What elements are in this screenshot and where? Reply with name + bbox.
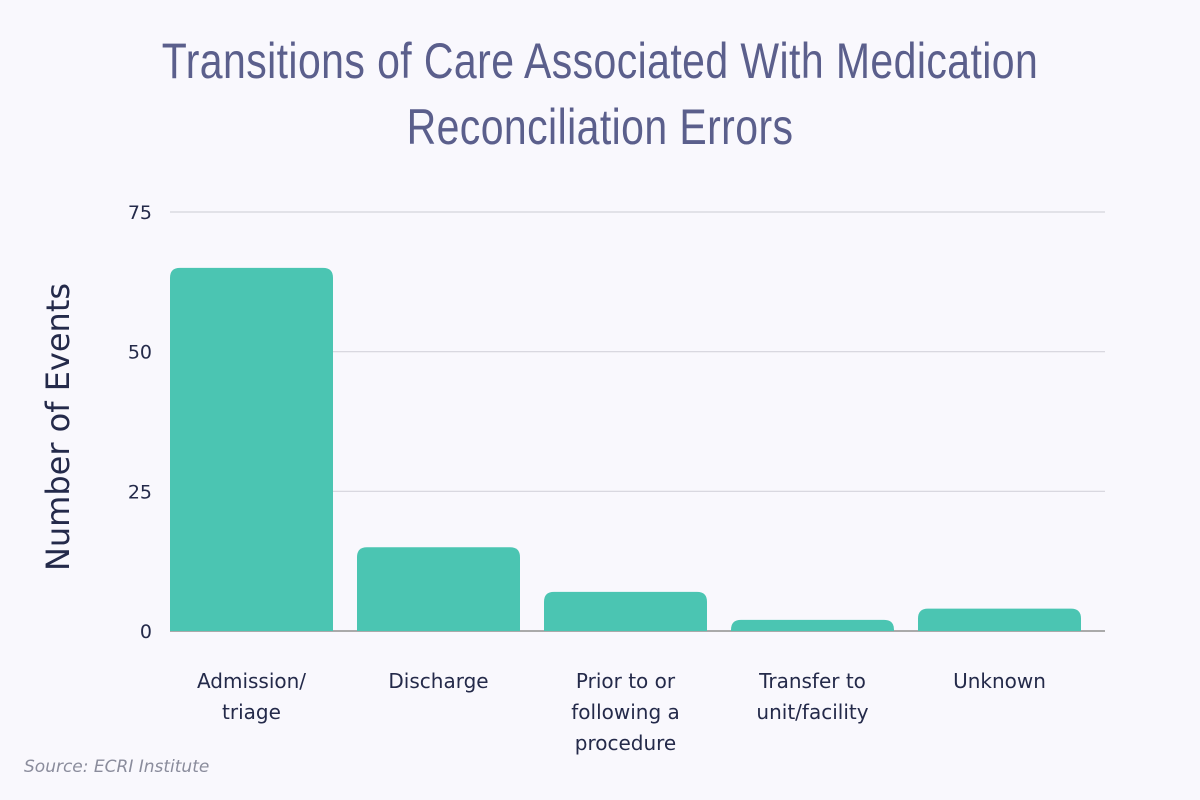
x-tick-label: Discharge [388, 669, 488, 693]
chart-title: Transitions of Care Associated With Medi… [161, 33, 1039, 155]
bar [731, 619, 894, 631]
bar [357, 547, 520, 631]
x-tick-label: Prior to or following a procedure [571, 669, 680, 755]
y-tick-label: 50 [128, 342, 152, 364]
y-tick-label: 25 [128, 481, 152, 503]
x-tick-label: Unknown [953, 669, 1046, 693]
bar [544, 591, 707, 631]
source-note: Source: ECRI Institute [24, 757, 210, 777]
y-tick-label: 0 [140, 621, 152, 643]
x-tick-label: Transfer to unit/facility [756, 669, 868, 724]
bar [918, 608, 1081, 631]
y-tick-label: 75 [128, 202, 152, 224]
bar [170, 267, 333, 631]
x-tick-label: Admission/triage [197, 669, 306, 724]
